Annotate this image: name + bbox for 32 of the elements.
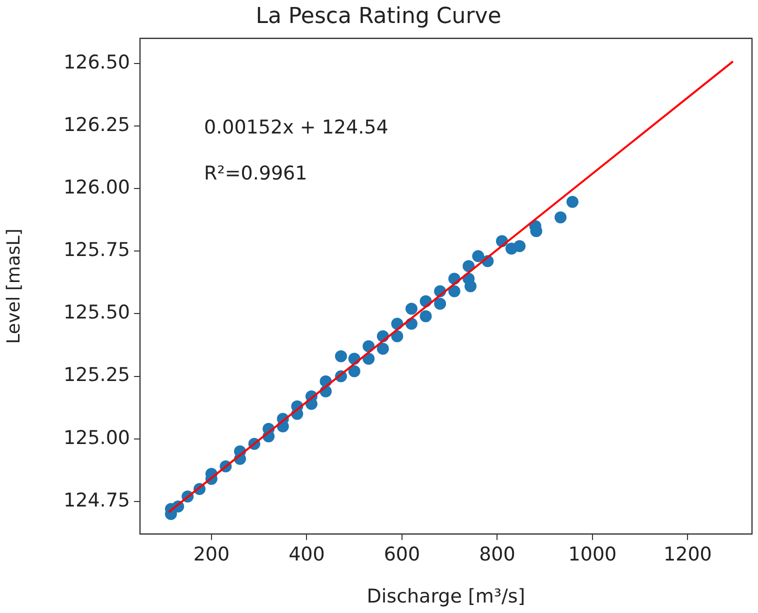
point [434, 298, 446, 310]
point [391, 330, 404, 342]
point [464, 280, 477, 292]
y-tick-label: 125.25 [64, 364, 130, 386]
x-tick-label: 800 [479, 543, 516, 566]
point [554, 211, 567, 224]
point [376, 342, 389, 355]
y-tick-label: 126.00 [64, 176, 130, 199]
point [334, 350, 347, 362]
x-tick-label: 400 [288, 543, 325, 566]
point [514, 240, 526, 252]
y-tick-label: 124.75 [64, 489, 130, 512]
annotation: R²=0.9961 [204, 162, 308, 184]
y-tick-label: 125.00 [64, 426, 130, 449]
point [405, 302, 418, 315]
x-tick-label: 200 [193, 543, 230, 566]
y-tick-label: 126.50 [64, 51, 130, 74]
point [420, 310, 432, 322]
point [472, 250, 484, 262]
x-axis-title: Discharge [m³/s] [366, 586, 526, 608]
y-tick-label: 125.75 [64, 239, 130, 262]
y-axis-title: Level [masL] [3, 228, 24, 344]
x-tick-label: 600 [384, 543, 420, 566]
point [448, 285, 460, 298]
annotation: 0.00152x + 124.54 [204, 116, 388, 138]
chart-title: La Pesca Rating Curve [256, 4, 502, 29]
point [348, 365, 360, 378]
y-tick-label: 126.25 [64, 114, 130, 136]
y-tick-label: 125.50 [64, 302, 130, 324]
x-tick-label: 1200 [664, 543, 712, 566]
x-tick-label: 1000 [568, 543, 617, 566]
point [566, 196, 578, 208]
